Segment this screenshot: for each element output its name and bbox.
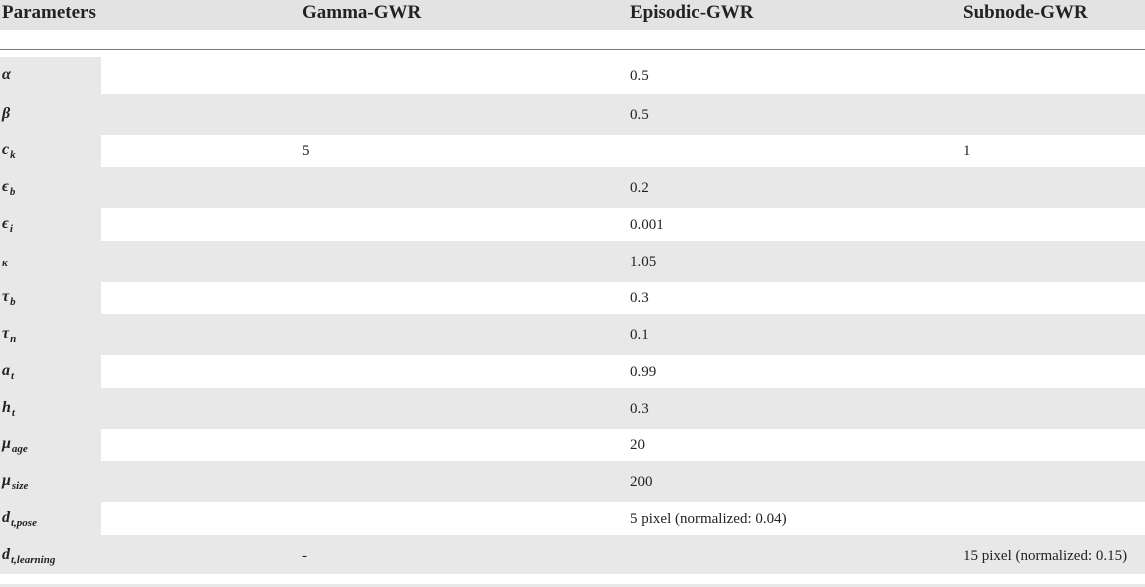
gamma-value: - [302, 548, 307, 564]
episodic-value: 1.05 [630, 254, 657, 270]
subnode-value: 15 pixel (normalized: 0.15) [963, 548, 1128, 564]
parameter-symbol-main: μ [2, 435, 11, 452]
parameter-cell [0, 135, 101, 167]
parameter-subscript: t,learning [11, 554, 56, 566]
parameter-symbol: β [2, 105, 10, 123]
footer-band [0, 584, 1145, 587]
parameter-symbol: ϵi [2, 215, 13, 235]
parameter-subscript: b [10, 296, 16, 308]
parameter-cell [0, 429, 101, 461]
parameter-cell [0, 502, 101, 535]
table-row: τn 0.1 [0, 314, 1145, 355]
parameter-symbol-main: c [2, 141, 10, 158]
parameter-symbol-main: μ [2, 472, 11, 489]
parameter-symbol: ht [2, 399, 15, 419]
parameter-symbol: τn [2, 325, 17, 345]
parameter-symbol-main: a [2, 362, 10, 379]
header-episodic-gwr: Episodic-GWR [630, 2, 754, 23]
parameter-symbol-main: β [2, 105, 11, 122]
parameter-symbol-main: κ [2, 257, 8, 269]
subnode-value: 1 [963, 143, 971, 159]
table-row: μsize 200 [0, 461, 1145, 502]
parameter-cell [0, 57, 101, 94]
table-row: α 0.5 [0, 57, 1145, 94]
header-subnode-gwr: Subnode-GWR [963, 2, 1088, 23]
table-row: ϵb 0.2 [0, 167, 1145, 208]
episodic-value: 20 [630, 437, 645, 453]
episodic-value: 0.3 [630, 401, 649, 417]
table-row: dt,pose 5 pixel (normalized: 0.04) [0, 502, 1145, 535]
table-row: κ 1.05 [0, 241, 1145, 282]
parameter-symbol: τb [2, 288, 16, 308]
header-rule [0, 49, 1145, 50]
parameter-symbol: μage [2, 435, 28, 455]
parameter-symbol: μsize [2, 472, 29, 492]
parameter-symbol-main: ϵ [2, 215, 9, 232]
parameter-cell [0, 208, 101, 241]
parameter-symbol-main: d [2, 509, 10, 526]
table-header: Parameters Gamma-GWR Episodic-GWR Subnod… [0, 0, 1145, 30]
parameter-subscript: t [11, 407, 15, 419]
parameter-cell [0, 282, 101, 314]
header-gamma-gwr: Gamma-GWR [302, 2, 422, 23]
episodic-value: 0.3 [630, 290, 649, 306]
parameter-symbol: κ [2, 257, 8, 269]
parameter-symbol-main: ϵ [2, 178, 9, 195]
table-row: at 0.99 [0, 355, 1145, 388]
table-row: ht 0.3 [0, 388, 1145, 429]
parameter-symbol-main: d [2, 546, 10, 563]
parameter-subscript: b [9, 186, 16, 198]
parameter-symbol-main: α [2, 66, 11, 83]
parameter-symbol-main: τ [2, 288, 10, 305]
table-row: μage 20 [0, 429, 1145, 461]
parameter-subscript: t [11, 370, 15, 382]
header-parameters: Parameters [2, 2, 96, 23]
episodic-value: 200 [630, 474, 653, 490]
parameter-subscript: k [10, 149, 16, 161]
episodic-value: 0.1 [630, 327, 649, 343]
parameter-symbol-main: h [2, 399, 11, 416]
episodic-value: 0.5 [630, 68, 649, 84]
parameter-symbol: ck [2, 141, 16, 161]
episodic-value: 5 pixel (normalized: 0.04) [630, 511, 787, 527]
table-row: β 0.5 [0, 94, 1145, 135]
gamma-value: 5 [302, 143, 310, 159]
parameter-subscript: t,pose [11, 517, 37, 529]
table-row: dt,learning - 15 pixel (normalized: 0.15) [0, 535, 1145, 576]
parameter-symbol: at [2, 362, 15, 382]
table-row: ck 5 1 [0, 135, 1145, 167]
parameter-symbol: ϵb [2, 178, 16, 198]
parameter-subscript: age [11, 443, 28, 455]
parameter-subscript: i [9, 223, 13, 235]
parameter-symbol-main: τ [2, 325, 10, 342]
table-row: τb 0.3 [0, 282, 1145, 314]
episodic-value: 0.5 [630, 107, 649, 123]
parameter-cell [0, 355, 101, 388]
episodic-value: 0.99 [630, 364, 657, 380]
parameter-subscript: n [10, 333, 17, 345]
parameter-symbol: dt,pose [2, 509, 37, 529]
episodic-value: 0.2 [630, 180, 649, 196]
table-footer [0, 574, 1145, 587]
episodic-value: 0.001 [630, 217, 664, 233]
parameter-symbol: α [2, 66, 11, 84]
parameter-symbol: dt,learning [2, 546, 56, 566]
table-row: ϵi 0.001 [0, 208, 1145, 241]
parameter-subscript: size [11, 480, 29, 492]
